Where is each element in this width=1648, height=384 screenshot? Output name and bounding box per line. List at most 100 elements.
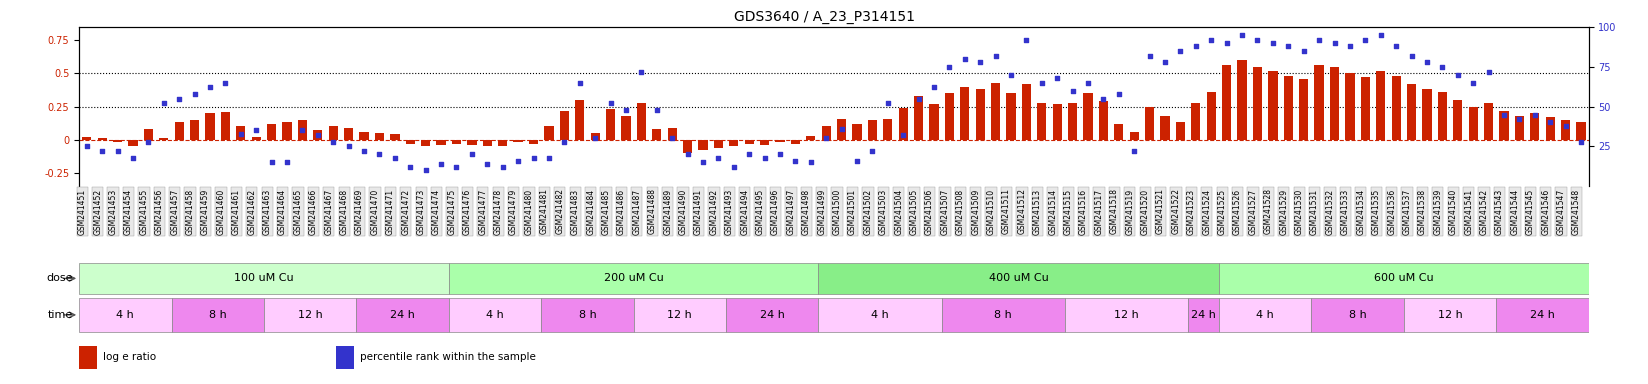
Text: GSM241471: GSM241471 [386, 189, 396, 235]
Point [1351, 36, 1378, 43]
Bar [1007, 93, 1015, 140]
Text: 24 h: 24 h [760, 310, 784, 320]
Text: GSM241473: GSM241473 [417, 189, 425, 235]
Text: 4 h: 4 h [872, 310, 888, 320]
Text: GSM241455: GSM241455 [140, 189, 148, 235]
Point [120, 154, 147, 161]
Text: GSM241476: GSM241476 [463, 189, 471, 235]
Text: 400 uM Cu: 400 uM Cu [989, 273, 1048, 283]
Text: GSM241495: GSM241495 [755, 189, 765, 235]
Text: 8 h: 8 h [994, 310, 1012, 320]
Text: GSM241459: GSM241459 [201, 189, 209, 235]
Point [74, 143, 101, 149]
Bar [819, 298, 941, 332]
Text: GSM241451: GSM241451 [77, 189, 87, 235]
Point [936, 64, 962, 70]
Bar [1312, 298, 1404, 332]
Text: GSM241541: GSM241541 [1463, 189, 1473, 235]
Bar [990, 83, 1000, 140]
Bar [190, 120, 199, 140]
Point [798, 159, 824, 166]
Bar [514, 140, 522, 142]
Bar [114, 140, 122, 142]
Text: GSM241536: GSM241536 [1388, 189, 1396, 235]
Point [550, 139, 577, 145]
Point [274, 159, 300, 166]
Text: GSM241493: GSM241493 [725, 189, 733, 235]
Bar [221, 112, 231, 140]
Bar [791, 140, 799, 144]
Point [1244, 36, 1271, 43]
Bar [915, 96, 923, 140]
Point [150, 100, 176, 106]
Bar [336, 346, 354, 369]
Text: GSM241518: GSM241518 [1109, 189, 1119, 235]
Bar [498, 140, 508, 146]
Text: GSM241458: GSM241458 [186, 189, 194, 235]
Bar [206, 113, 214, 140]
Bar [356, 298, 448, 332]
Text: GSM241513: GSM241513 [1033, 189, 1042, 235]
Point [921, 84, 948, 91]
Text: GSM241494: GSM241494 [740, 189, 750, 235]
Text: 4 h: 4 h [486, 310, 504, 320]
Point [859, 148, 885, 154]
Point [412, 167, 438, 174]
Point [997, 71, 1023, 78]
Point [982, 53, 1009, 59]
Text: 24 h: 24 h [1529, 310, 1556, 320]
Text: GSM241472: GSM241472 [400, 189, 410, 235]
Text: 100 uM Cu: 100 uM Cu [234, 273, 293, 283]
Bar [575, 100, 585, 140]
Bar [236, 126, 246, 140]
Point [1183, 43, 1210, 49]
Text: GSM241522: GSM241522 [1172, 189, 1180, 235]
Text: time: time [48, 310, 73, 320]
Text: GSM241538: GSM241538 [1417, 189, 1427, 235]
Text: GSM241530: GSM241530 [1295, 189, 1304, 235]
Bar [1068, 103, 1078, 140]
Text: GSM241527: GSM241527 [1249, 189, 1257, 235]
Text: GSM241497: GSM241497 [786, 189, 796, 235]
Point [1121, 148, 1147, 154]
Bar [653, 129, 661, 140]
Bar [1437, 92, 1447, 140]
Bar [1252, 67, 1262, 140]
Point [691, 159, 717, 166]
Point [1429, 64, 1455, 70]
Bar [175, 122, 185, 140]
Text: GSM241489: GSM241489 [662, 189, 672, 235]
Point [242, 127, 269, 134]
Point [382, 154, 409, 161]
Text: GSM241492: GSM241492 [709, 189, 719, 235]
Point [751, 154, 778, 161]
Point [737, 151, 763, 157]
Text: GSM241515: GSM241515 [1063, 189, 1073, 235]
Text: GSM241514: GSM241514 [1048, 189, 1058, 235]
Text: GSM241539: GSM241539 [1434, 189, 1442, 235]
Text: GSM241491: GSM241491 [694, 189, 704, 235]
Bar [1238, 60, 1246, 140]
Bar [391, 134, 399, 140]
Text: GSM241474: GSM241474 [432, 189, 442, 235]
Text: GSM241507: GSM241507 [941, 189, 949, 235]
Bar [1284, 76, 1294, 140]
Bar [1206, 92, 1216, 140]
Bar [82, 137, 91, 140]
Point [644, 107, 671, 113]
Text: GSM241548: GSM241548 [1572, 189, 1580, 235]
Point [597, 100, 623, 106]
Point [536, 154, 562, 161]
Bar [1053, 104, 1061, 140]
Bar [606, 109, 615, 140]
Bar [448, 263, 819, 294]
Text: 24 h: 24 h [391, 310, 415, 320]
Point [1567, 139, 1594, 145]
Point [521, 154, 547, 161]
Point [705, 154, 732, 161]
Point [1368, 32, 1394, 38]
Point [443, 164, 470, 170]
Bar [359, 132, 369, 140]
Point [1399, 53, 1426, 59]
Text: GSM241508: GSM241508 [956, 189, 964, 235]
